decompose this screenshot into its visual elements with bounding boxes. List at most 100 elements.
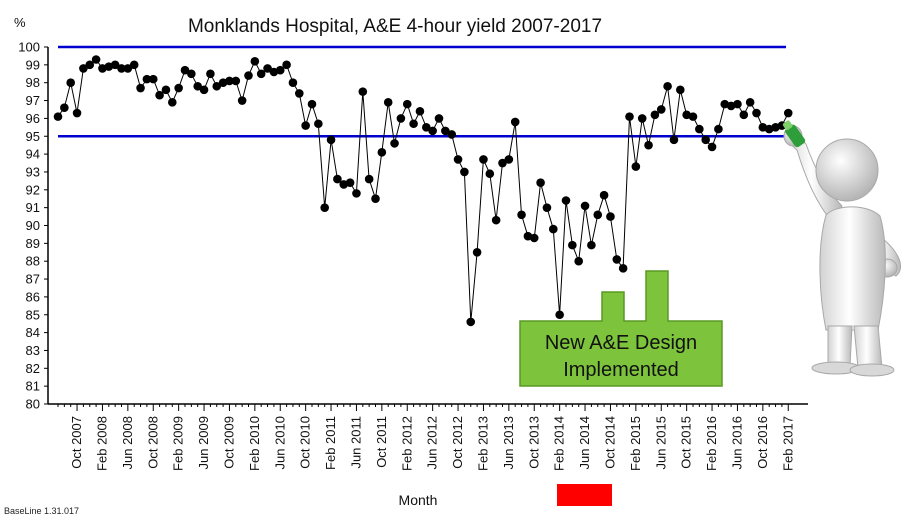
x-axis-label: Month — [399, 492, 438, 508]
data-point — [352, 189, 361, 198]
y-tick-label: 83 — [26, 343, 40, 358]
data-point — [460, 167, 469, 177]
x-axis-ticks: Oct 2007 Feb 2008 Jun 2008 Oct 2008 Feb 2009… — [57, 404, 795, 471]
x-tick-label: Jun 2009 — [196, 416, 211, 470]
y-tick-label: 97 — [26, 93, 40, 108]
data-point — [574, 256, 583, 266]
data-point — [428, 126, 437, 136]
data-point — [307, 99, 317, 109]
data-point — [345, 178, 355, 187]
data-point — [676, 85, 685, 95]
y-tick-label: 94 — [26, 147, 40, 162]
data-point — [123, 64, 133, 73]
data-point — [656, 105, 666, 114]
data-point — [453, 155, 463, 164]
y-tick-label: 98 — [26, 75, 40, 90]
data-point — [212, 81, 222, 91]
x-tick-label: Oct 2011 — [374, 416, 389, 468]
data-point — [66, 78, 75, 87]
data-point — [301, 121, 310, 130]
x-tick-label: Feb 2015 — [628, 416, 643, 471]
data-point — [161, 85, 171, 95]
data-point — [466, 317, 476, 327]
data-point — [739, 110, 749, 120]
callout-line-2: Implemented — [563, 359, 679, 381]
x-tick-label: Feb 2017 — [780, 416, 795, 471]
data-point — [409, 119, 418, 129]
data-point — [225, 76, 234, 86]
data-point — [326, 135, 336, 145]
data-point — [148, 74, 158, 84]
data-point — [402, 99, 412, 109]
x-tick-label: Oct 2007 — [69, 416, 84, 469]
data-point — [485, 169, 495, 179]
x-tick-label: Feb 2014 — [552, 416, 567, 471]
data-point — [688, 112, 698, 121]
data-point — [250, 56, 260, 66]
data-point — [434, 114, 444, 123]
y-tick-label: 91 — [26, 200, 40, 215]
data-point — [669, 135, 679, 145]
data-point — [504, 155, 514, 164]
data-point — [599, 190, 609, 200]
data-point — [91, 55, 101, 64]
data-point — [193, 81, 202, 91]
data-point — [415, 106, 425, 116]
version-label: BaseLine 1.31.017 — [4, 506, 79, 516]
x-tick-label: Jun 2014 — [577, 416, 592, 470]
x-tick-label: Feb 2008 — [94, 416, 109, 471]
x-tick-label: Jun 2013 — [501, 416, 516, 470]
y-tick-label: 80 — [26, 397, 40, 412]
data-point — [593, 210, 603, 220]
data-point — [333, 174, 342, 184]
x-tick-label: Oct 2014 — [602, 416, 617, 469]
data-point — [282, 60, 291, 70]
data-point — [72, 108, 82, 118]
data-point — [383, 98, 393, 107]
data-point — [441, 126, 450, 136]
y-tick-label: 95 — [26, 129, 40, 144]
data-point — [606, 212, 615, 221]
x-tick-label: Jun 2016 — [729, 416, 744, 470]
data-point — [275, 65, 285, 75]
data-point — [79, 64, 88, 73]
data-point — [580, 201, 590, 211]
x-tick-label: Jun 2012 — [425, 416, 440, 470]
data-point — [320, 203, 330, 212]
x-tick-label: Jun 2011 — [348, 416, 363, 469]
data-point — [479, 155, 488, 164]
x-tick-label: Oct 2013 — [526, 416, 541, 469]
y-tick-label: 85 — [26, 307, 40, 322]
x-tick-label: Oct 2009 — [221, 416, 236, 469]
y-axis-label: % — [14, 15, 26, 30]
data-point — [472, 247, 482, 257]
data-point — [263, 64, 272, 73]
y-tick-label: 82 — [26, 361, 40, 376]
figure-with-pen-icon — [782, 120, 901, 377]
data-point — [237, 96, 247, 105]
x-tick-label: Oct 2010 — [298, 416, 313, 469]
x-tick-label: Oct 2016 — [755, 416, 770, 469]
y-tick-label: 81 — [26, 379, 40, 394]
data-point — [542, 203, 552, 212]
data-point — [783, 108, 793, 118]
y-tick-label: 99 — [26, 57, 40, 72]
data-point — [752, 108, 761, 118]
data-point — [371, 194, 380, 204]
y-tick-label: 84 — [26, 325, 40, 340]
y-tick-label: 100 — [18, 40, 40, 55]
data-point — [625, 112, 634, 121]
data-point — [714, 124, 723, 134]
x-tick-label: Feb 2013 — [475, 416, 490, 471]
y-tick-label: 96 — [26, 111, 40, 126]
data-point — [314, 119, 323, 129]
data-point — [568, 240, 577, 250]
data-point — [447, 130, 457, 139]
y-tick-label: 88 — [26, 254, 40, 269]
data-point — [364, 174, 374, 184]
data-point — [390, 139, 399, 148]
data-point — [587, 240, 596, 250]
data-point — [358, 87, 368, 96]
data-point — [129, 60, 139, 70]
